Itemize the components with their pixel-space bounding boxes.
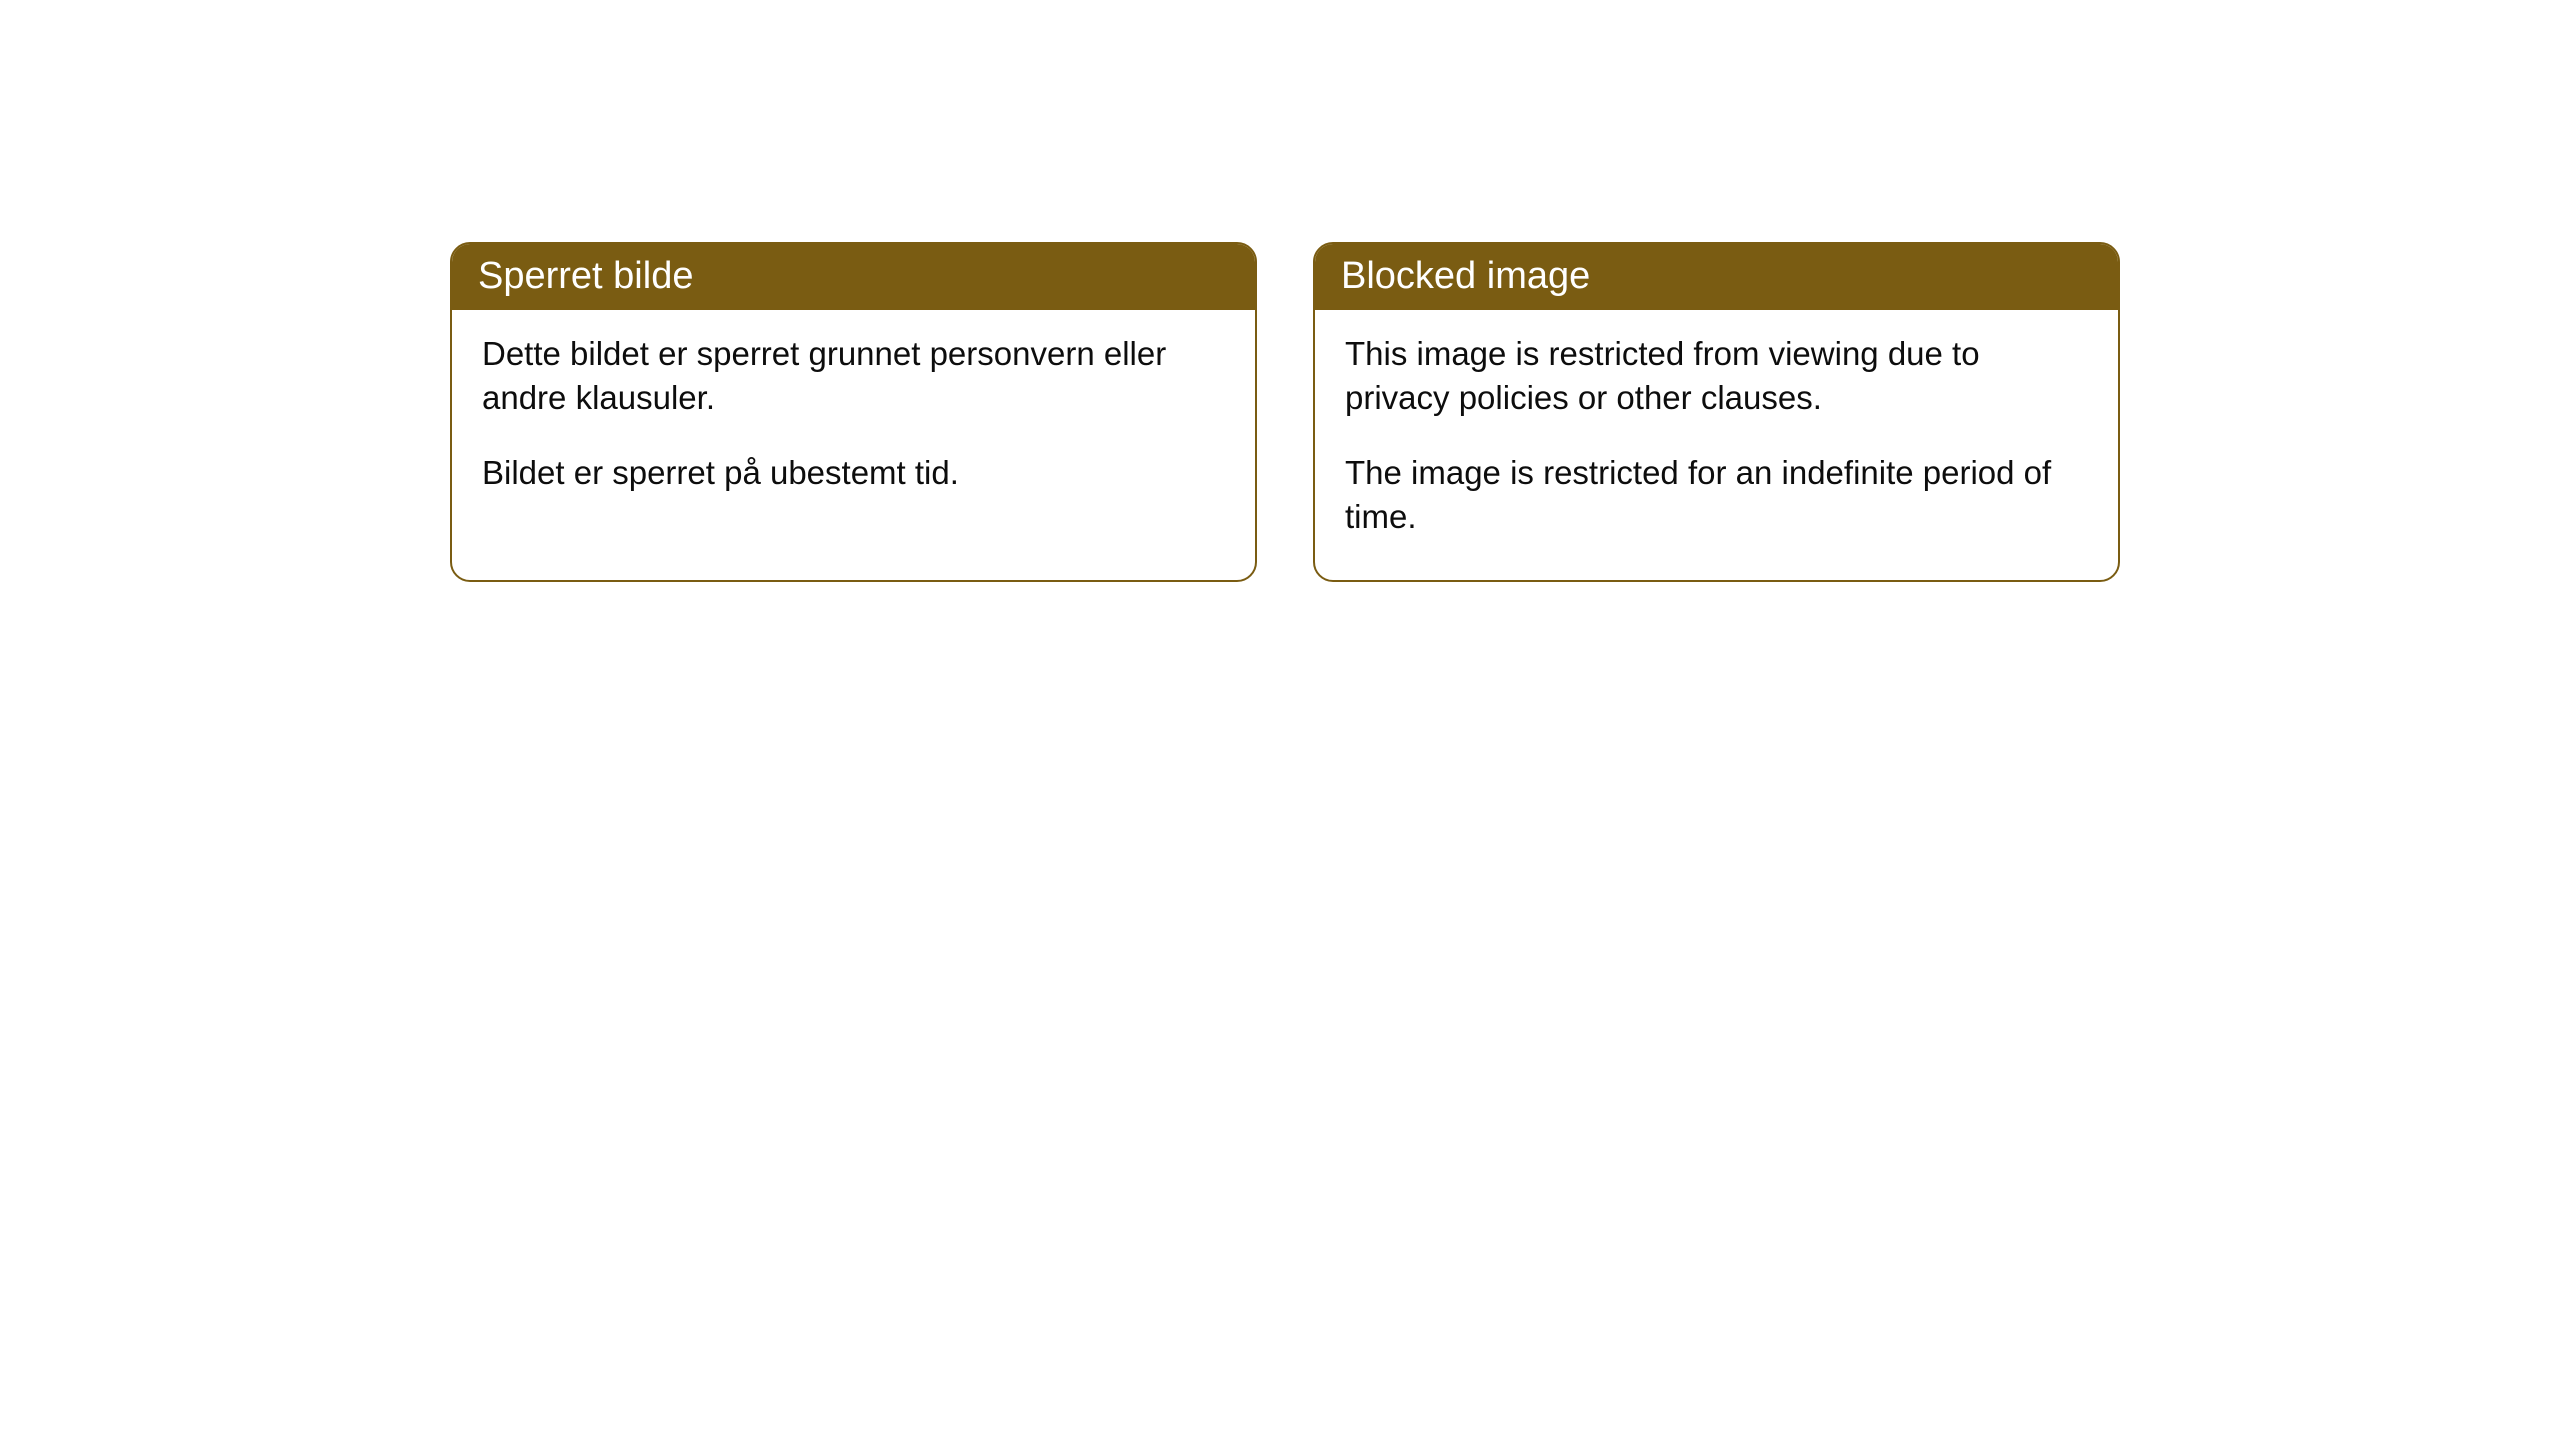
cards-container: Sperret bilde Dette bildet er sperret gr… xyxy=(450,242,2560,582)
card-english: Blocked image This image is restricted f… xyxy=(1313,242,2120,582)
card-text-en-2: The image is restricted for an indefinit… xyxy=(1345,451,2088,540)
card-body-english: This image is restricted from viewing du… xyxy=(1315,310,2118,580)
card-text-no-2: Bildet er sperret på ubestemt tid. xyxy=(482,451,1225,496)
card-text-no-1: Dette bildet er sperret grunnet personve… xyxy=(482,332,1225,421)
card-text-en-1: This image is restricted from viewing du… xyxy=(1345,332,2088,421)
card-header-norwegian: Sperret bilde xyxy=(452,244,1255,310)
card-norwegian: Sperret bilde Dette bildet er sperret gr… xyxy=(450,242,1257,582)
card-body-norwegian: Dette bildet er sperret grunnet personve… xyxy=(452,310,1255,536)
card-header-english: Blocked image xyxy=(1315,244,2118,310)
